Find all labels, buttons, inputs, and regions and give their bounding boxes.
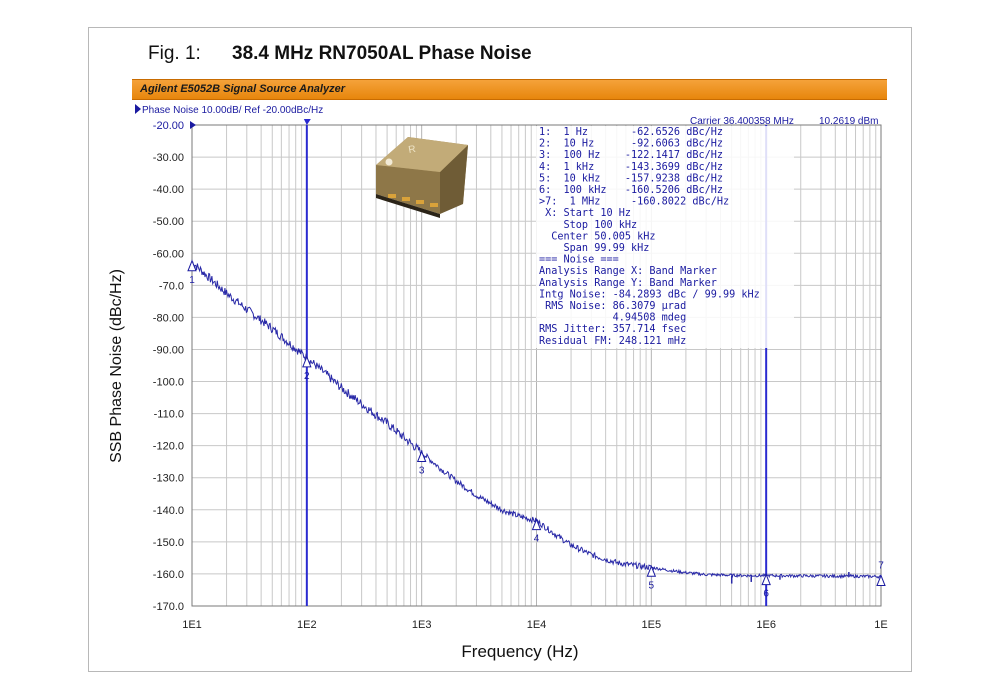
marker-label: 6 (763, 589, 769, 600)
y-tick-label: -120.0 (153, 441, 184, 453)
y-tick-label: -50.00 (153, 216, 184, 228)
readout-line: === Noise === (539, 255, 619, 266)
y-tick-label: -70.0 (159, 280, 184, 292)
y-tick-label: -150.0 (153, 537, 184, 549)
marker-label: 7 (878, 561, 884, 572)
y-tick-label: -40.00 (153, 184, 184, 196)
readout-line: Stop 100 kHz (539, 220, 637, 231)
readout-line: 1: 1 Hz -62.6526 dBc/Hz (539, 127, 723, 138)
plot-border (191, 124, 882, 607)
readout-line: >7: 1 MHz -160.8022 dBc/Hz (539, 197, 729, 208)
y-tick-label: -80.00 (153, 312, 184, 324)
readout-line: 4: 1 kHz -143.3699 dBc/Hz (539, 162, 723, 173)
y-tick-label: -20.00 (153, 120, 184, 132)
marker-label: 3 (419, 466, 425, 477)
power-readout: 10.2619 dBm (819, 116, 879, 127)
y-tick-label: -140.0 (153, 505, 184, 517)
y-axis-title: SSB Phase Noise (dBc/Hz) (108, 269, 125, 463)
oscillator-component-photo: R (376, 137, 468, 218)
readout-line: 4.94508 mdeg (539, 313, 686, 324)
readout-line: RMS Noise: 86.3079 µrad (539, 301, 686, 312)
y-tick-label: -30.00 (153, 152, 184, 164)
readout-line: Analysis Range Y: Band Marker (539, 278, 717, 289)
marker-triangle-icon (416, 450, 427, 463)
marker-triangle-icon (531, 518, 542, 531)
y-tick-label: -160.0 (153, 569, 184, 581)
y-tick-label: -110.0 (154, 409, 184, 421)
readout-line: Center 50.005 kHz (539, 231, 656, 242)
figure-title-text: 38.4 MHz RN7050AL Phase Noise (232, 43, 532, 64)
band-flag-icon (303, 119, 311, 125)
readout-line: Residual FM: 248.121 mHz (539, 336, 686, 347)
carrier-readout: Carrier 36.400358 MHz (690, 116, 794, 127)
x-tick-label: 1E6 (756, 619, 776, 631)
figure-title: Fig. 1: 38.4 MHz RN7050AL Phase Noise (148, 43, 532, 65)
readout-line: 3: 100 Hz -122.1417 dBc/Hz (539, 150, 723, 161)
readout-line: RMS Jitter: 357.714 fsec (539, 324, 686, 335)
marker-label: 4 (534, 534, 540, 545)
instrument-banner: Agilent E5052B Signal Source Analyzer (132, 79, 887, 100)
readout-line: 6: 100 kHz -160.5206 dBc/Hz (539, 185, 723, 196)
x-tick-label: 1E (874, 619, 887, 631)
x-tick-label: 1E2 (297, 619, 317, 631)
x-tick-label: 1E4 (527, 619, 547, 631)
svg-text:R: R (408, 144, 417, 156)
readout-line: X: Start 10 Hz (539, 208, 631, 219)
trace-setting: Phase Noise 10.00dB/ Ref -20.00dBc/Hz (142, 105, 323, 116)
marker-readout-panel: 1: 1 Hz -62.6526 dBc/Hz2: 10 Hz -92.6063… (536, 126, 794, 348)
readout-line: 2: 10 Hz -92.6063 dBc/Hz (539, 139, 723, 150)
marker-triangle-icon (302, 355, 312, 368)
ref-level-icon (190, 121, 196, 129)
x-tick-label: 1E1 (182, 619, 202, 631)
readout-line: Intg Noise: -84.2893 dBc / 99.99 kHz (539, 289, 760, 300)
instrument-name: Agilent E5052B Signal Source Analyzer (140, 83, 345, 95)
x-tick-label: 1E3 (412, 619, 432, 631)
marker-label: 5 (649, 580, 655, 591)
x-tick-label: 1E5 (642, 619, 662, 631)
marker-label: 2 (304, 371, 310, 382)
marker-label: 1 (189, 275, 195, 286)
readout-line: 5: 10 kHz -157.9238 dBc/Hz (539, 173, 723, 184)
marker-triangle-icon (876, 574, 886, 587)
y-tick-label: -60.00 (153, 248, 184, 260)
figure-label: Fig. 1: (148, 43, 201, 64)
readout-line: Analysis Range X: Band Marker (539, 266, 717, 277)
y-tick-label: -90.00 (153, 344, 184, 356)
marker-triangle-icon (646, 564, 657, 577)
x-axis-title: Frequency (Hz) (461, 642, 578, 661)
y-tick-label: -130.0 (153, 473, 184, 485)
readout-background (536, 126, 794, 348)
axis-layer: -20.00 -30.00 -40.00 -50.00 -60.00 -70.0 -80.0… (153, 120, 888, 631)
trace-indicator-icon (135, 104, 141, 114)
y-tick-label: -170.0 (153, 601, 184, 613)
readout-line: Span 99.99 kHz (539, 243, 649, 254)
marker-triangle-icon (187, 259, 197, 272)
marker-layer: 1 2 3 4 5 6 7 (187, 259, 886, 600)
marker-triangle-icon (761, 573, 771, 586)
y-tick-label: -100.0 (153, 377, 184, 389)
